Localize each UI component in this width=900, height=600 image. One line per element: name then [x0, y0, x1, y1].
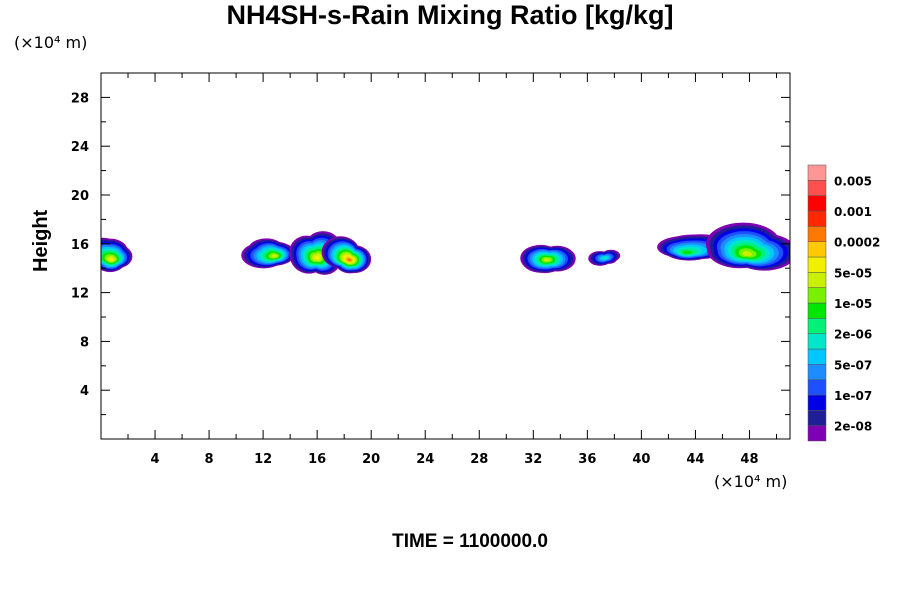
y-tick-label: 20: [71, 189, 89, 204]
colorbar-swatch: [807, 256, 827, 273]
colorbar-label: 0.001: [834, 205, 872, 219]
colorbar: 2e-08 1e-07 5e-07 2e-06 1e-05 5e-05 0.0002 0.00…: [807, 164, 880, 442]
cloud-layer: [101, 222, 790, 275]
cloud-contour: [742, 251, 750, 256]
colorbar-swatch: [807, 272, 827, 288]
x-tick-label: 24: [416, 452, 434, 467]
x-axis-unit: (×10⁴ m): [714, 472, 788, 491]
x-tick-label: 36: [578, 452, 596, 467]
x-tick-label: 12: [254, 452, 272, 467]
y-tick-label: 16: [71, 238, 89, 253]
colorbar-swatch: [807, 180, 827, 196]
cloud-contour: [604, 256, 608, 260]
plot-frame: [100, 72, 791, 440]
colorbar-label: 2e-08: [834, 420, 872, 434]
x-tick-label: 4: [151, 452, 160, 467]
x-tick-label: 28: [470, 452, 488, 467]
cloud-contour: [316, 256, 320, 260]
colorbar-swatch: [807, 195, 827, 212]
time-footer: TIME = 1100000.0: [392, 531, 548, 552]
colorbar-swatch: [807, 287, 827, 304]
colorbar-swatch: [807, 333, 827, 350]
colorbar-label: 0.005: [834, 174, 872, 188]
colorbar-swatch: [807, 302, 827, 319]
colorbar-label: 1e-07: [834, 389, 872, 403]
y-axis-unit: (×10⁴ m): [14, 33, 88, 52]
y-tick-label: 24: [71, 140, 89, 155]
colorbar-label: 1e-05: [834, 297, 872, 311]
colorbar-swatch: [807, 394, 827, 411]
x-tick-label: 44: [686, 452, 704, 467]
colorbar-swatch: [807, 226, 827, 242]
y-tick-label: 12: [71, 287, 89, 302]
colorbar-swatch: [807, 241, 827, 258]
colorbar-swatch: [807, 318, 827, 334]
y-tick-label: 28: [71, 91, 89, 106]
x-tick-label: 40: [632, 452, 650, 467]
x-tick-label: 32: [524, 452, 542, 467]
colorbar-label: 2e-06: [834, 328, 872, 342]
colorbar-swatch: [807, 364, 827, 380]
x-tick-label: 20: [362, 452, 380, 467]
colorbar-swatch: [807, 425, 827, 442]
colorbar-swatch: [807, 210, 827, 227]
y-tick-label: 8: [80, 335, 89, 350]
colorbar-label: 5e-05: [834, 266, 872, 280]
colorbar-swatch: [807, 379, 827, 396]
cloud-contour: [348, 259, 352, 262]
colorbar-swatch: [807, 410, 827, 426]
y-tick-label: 4: [80, 384, 89, 399]
colorbar-label: 0.0002: [834, 236, 880, 250]
x-axis: 4 8 12 16 20 24 28 32 36 40 44 48: [127, 73, 777, 467]
chart-title: NH4SH-s-Rain Mixing Ratio [kg/kg]: [226, 0, 674, 30]
x-tick-label: 48: [740, 452, 758, 467]
cloud-contour: [683, 251, 690, 255]
colorbar-label: 5e-07: [834, 358, 872, 372]
cloud-contour: [109, 257, 114, 261]
cloud-contour: [272, 254, 277, 257]
x-tick-label: 16: [308, 452, 326, 467]
x-tick-label: 8: [205, 452, 214, 467]
colorbar-swatch: [807, 164, 827, 181]
colorbar-swatch: [807, 348, 827, 365]
y-axis: 4 8 12 16 20 24 28: [71, 72, 790, 416]
cloud-contour: [544, 258, 549, 262]
